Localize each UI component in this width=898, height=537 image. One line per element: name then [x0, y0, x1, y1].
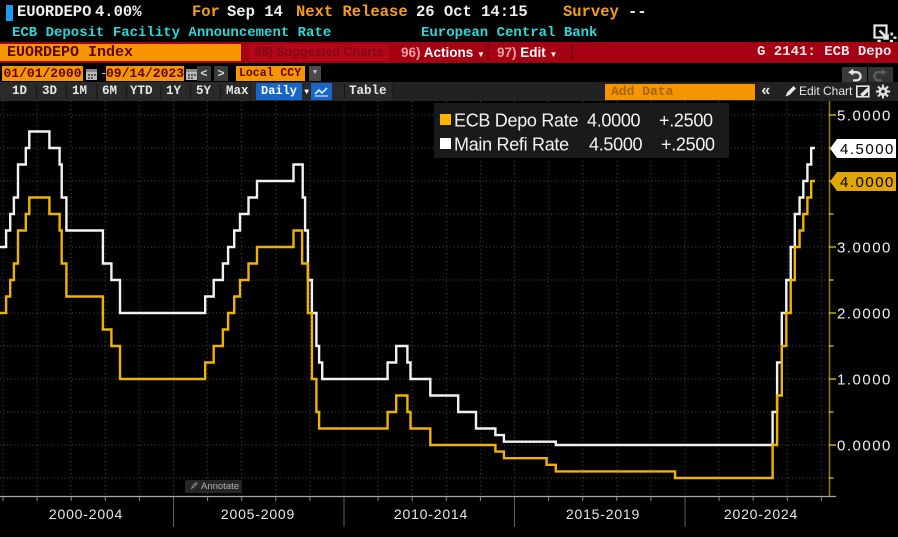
svg-text:2020-2024: 2020-2024: [724, 506, 798, 522]
svg-text:2000-2004: 2000-2004: [49, 506, 123, 522]
svg-text:+.2500: +.2500: [661, 135, 715, 155]
svg-text:2010-2014: 2010-2014: [394, 506, 468, 522]
svg-text:4.0000: 4.0000: [840, 174, 895, 191]
svg-text:Main Refi Rate: Main Refi Rate: [454, 135, 569, 155]
svg-text:4.0000: 4.0000: [587, 111, 641, 131]
svg-text:+.2500: +.2500: [659, 111, 713, 131]
svg-text:0.0000: 0.0000: [837, 438, 892, 455]
svg-text:1.0000: 1.0000: [837, 372, 892, 389]
svg-text:4.5000: 4.5000: [589, 135, 643, 155]
svg-text:Annotate: Annotate: [201, 481, 239, 492]
svg-text:2005-2009: 2005-2009: [221, 506, 295, 522]
svg-text:4.5000: 4.5000: [840, 141, 895, 158]
svg-text:5.0000: 5.0000: [837, 108, 892, 125]
svg-text:3.0000: 3.0000: [837, 240, 892, 257]
svg-text:2015-2019: 2015-2019: [566, 506, 640, 522]
svg-text:2.0000: 2.0000: [837, 306, 892, 323]
svg-text:ECB Depo Rate: ECB Depo Rate: [454, 111, 578, 131]
